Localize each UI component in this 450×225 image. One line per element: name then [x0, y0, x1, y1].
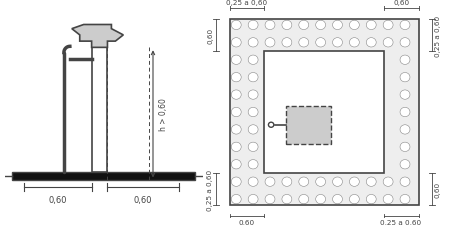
Bar: [13, 172, 194, 181]
Text: 0,60: 0,60: [239, 219, 255, 225]
Circle shape: [383, 38, 393, 48]
Circle shape: [248, 177, 258, 187]
Circle shape: [265, 38, 275, 48]
Circle shape: [400, 177, 410, 187]
Text: 0,60: 0,60: [207, 28, 213, 44]
Circle shape: [349, 195, 359, 204]
Circle shape: [400, 160, 410, 169]
Circle shape: [400, 38, 410, 48]
Circle shape: [366, 38, 376, 48]
Circle shape: [231, 90, 241, 100]
Bar: [230, 19, 418, 206]
Circle shape: [248, 160, 258, 169]
Circle shape: [231, 142, 241, 152]
Text: 0,60: 0,60: [393, 0, 409, 6]
Circle shape: [248, 56, 258, 65]
Circle shape: [400, 142, 410, 152]
Circle shape: [333, 177, 342, 187]
Circle shape: [400, 195, 410, 204]
Circle shape: [299, 195, 309, 204]
Circle shape: [316, 38, 325, 48]
Circle shape: [400, 90, 410, 100]
Circle shape: [265, 195, 275, 204]
Circle shape: [383, 21, 393, 30]
Circle shape: [383, 177, 393, 187]
Circle shape: [383, 195, 393, 204]
Circle shape: [231, 195, 241, 204]
Circle shape: [366, 177, 376, 187]
Circle shape: [299, 38, 309, 48]
Circle shape: [248, 195, 258, 204]
Circle shape: [231, 125, 241, 135]
Circle shape: [349, 38, 359, 48]
Text: 0,60: 0,60: [49, 195, 67, 204]
Circle shape: [366, 195, 376, 204]
Circle shape: [248, 142, 258, 152]
Circle shape: [231, 177, 241, 187]
Bar: [286, 106, 331, 144]
Circle shape: [282, 177, 292, 187]
Circle shape: [400, 125, 410, 135]
Circle shape: [231, 73, 241, 83]
Circle shape: [248, 38, 258, 48]
Circle shape: [299, 177, 309, 187]
Circle shape: [366, 21, 376, 30]
Circle shape: [333, 195, 342, 204]
Circle shape: [282, 195, 292, 204]
Circle shape: [248, 90, 258, 100]
Text: 0,60: 0,60: [134, 195, 153, 204]
Text: 0,25 a 0,60: 0,25 a 0,60: [435, 15, 441, 56]
Circle shape: [333, 38, 342, 48]
Circle shape: [248, 108, 258, 117]
Circle shape: [316, 177, 325, 187]
Polygon shape: [72, 25, 123, 48]
Circle shape: [248, 21, 258, 30]
Circle shape: [248, 125, 258, 135]
Circle shape: [231, 108, 241, 117]
Circle shape: [400, 73, 410, 83]
Circle shape: [231, 56, 241, 65]
Text: 0,25 a 0,60: 0,25 a 0,60: [207, 169, 213, 210]
Circle shape: [299, 21, 309, 30]
Circle shape: [349, 21, 359, 30]
Circle shape: [316, 195, 325, 204]
Circle shape: [265, 177, 275, 187]
Bar: [265, 52, 383, 173]
Circle shape: [400, 56, 410, 65]
Circle shape: [316, 21, 325, 30]
Circle shape: [282, 21, 292, 30]
Text: 0,60: 0,60: [435, 181, 441, 197]
Circle shape: [231, 21, 241, 30]
Circle shape: [265, 21, 275, 30]
Circle shape: [333, 21, 342, 30]
Circle shape: [400, 21, 410, 30]
Circle shape: [231, 38, 241, 48]
Circle shape: [282, 38, 292, 48]
Bar: [92, 48, 108, 172]
Circle shape: [248, 73, 258, 83]
Text: 0,25 a 0,60: 0,25 a 0,60: [226, 0, 267, 6]
Circle shape: [349, 177, 359, 187]
Circle shape: [231, 160, 241, 169]
Circle shape: [400, 108, 410, 117]
Text: h > 0,60: h > 0,60: [159, 98, 168, 131]
Text: 0,25 a 0,60: 0,25 a 0,60: [381, 219, 422, 225]
